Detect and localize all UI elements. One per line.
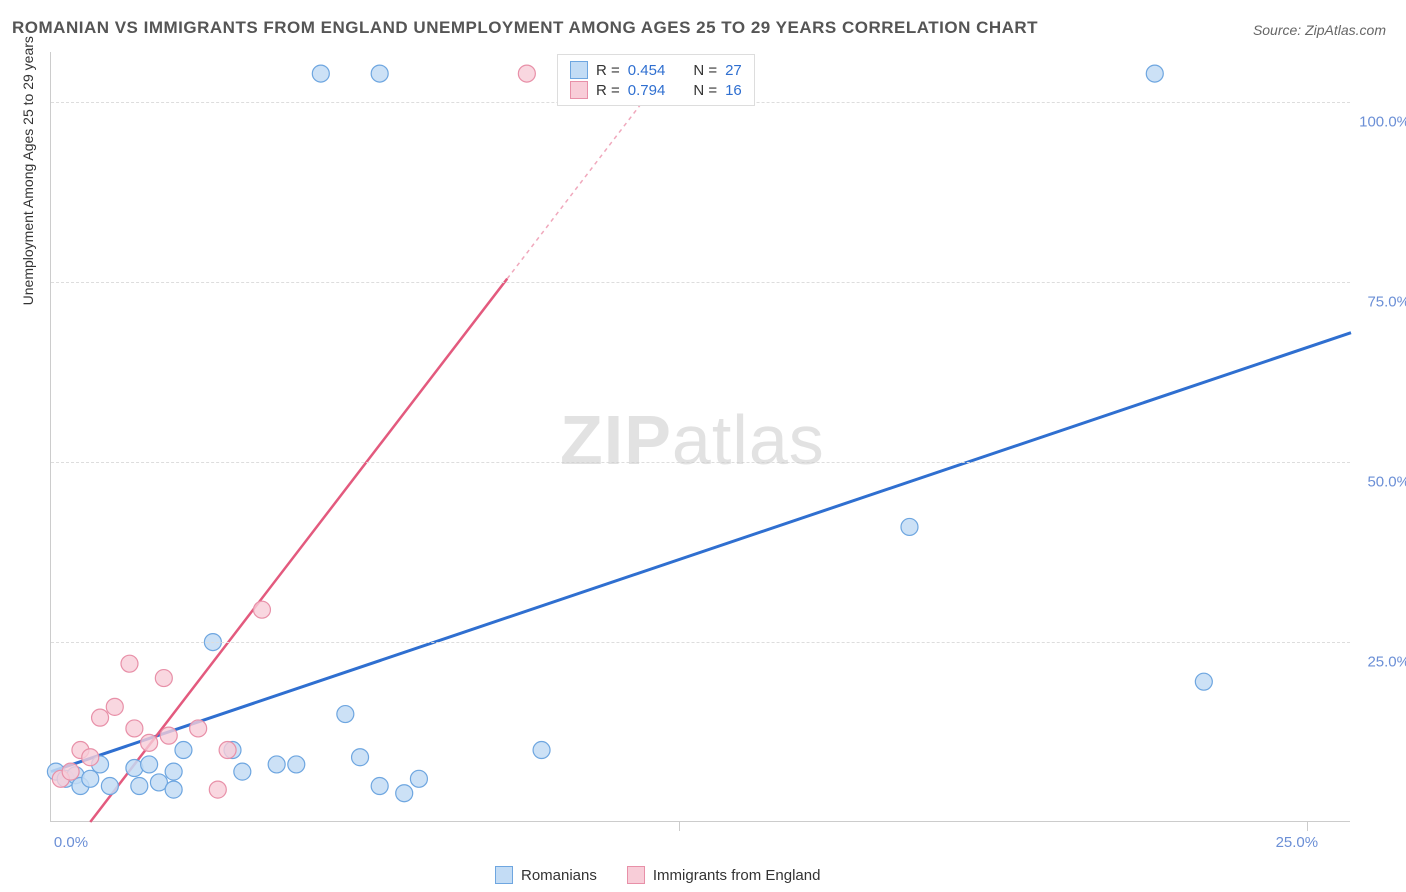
legend-row-romanians: R = 0.454 N = 27	[570, 61, 742, 79]
r-value-romanians: 0.454	[628, 62, 666, 79]
series-legend: Romanians Immigrants from England	[495, 866, 820, 884]
y-tick-label: 25.0%	[1367, 654, 1406, 671]
r-label: R =	[596, 82, 620, 99]
legend-item-england: Immigrants from England	[627, 866, 821, 884]
y-tick-label: 75.0%	[1367, 294, 1406, 311]
n-label: N =	[693, 62, 717, 79]
legend-label: Romanians	[521, 867, 597, 884]
y-tick-label: 100.0%	[1359, 114, 1406, 131]
legend-row-england: R = 0.794 N = 16	[570, 81, 742, 99]
swatch-icon	[495, 866, 513, 884]
x-tick-label: 25.0%	[1276, 834, 1319, 851]
r-value-england: 0.794	[628, 82, 666, 99]
gridline	[51, 282, 1350, 283]
y-axis-label: Unemployment Among Ages 25 to 29 years	[20, 36, 36, 305]
n-value-england: 16	[725, 82, 742, 99]
y-tick-label: 50.0%	[1367, 474, 1406, 491]
r-label: R =	[596, 62, 620, 79]
correlation-legend: R = 0.454 N = 27 R = 0.794 N = 16	[557, 54, 755, 106]
chart-svg	[51, 52, 1350, 821]
swatch-romanians	[570, 61, 588, 79]
source-attribution: Source: ZipAtlas.com	[1253, 22, 1386, 38]
legend-item-romanians: Romanians	[495, 866, 597, 884]
x-tick	[1307, 821, 1308, 831]
chart-title: ROMANIAN VS IMMIGRANTS FROM ENGLAND UNEM…	[12, 18, 1038, 38]
legend-label: Immigrants from England	[653, 867, 821, 884]
swatch-england	[570, 81, 588, 99]
x-tick-label: 0.0%	[54, 834, 88, 851]
gridline	[51, 462, 1350, 463]
n-value-romanians: 27	[725, 62, 742, 79]
x-tick	[679, 821, 680, 831]
n-label: N =	[693, 82, 717, 99]
swatch-icon	[627, 866, 645, 884]
gridline	[51, 642, 1350, 643]
plot-area: 25.0%50.0%75.0%100.0%0.0%25.0%	[50, 52, 1350, 822]
